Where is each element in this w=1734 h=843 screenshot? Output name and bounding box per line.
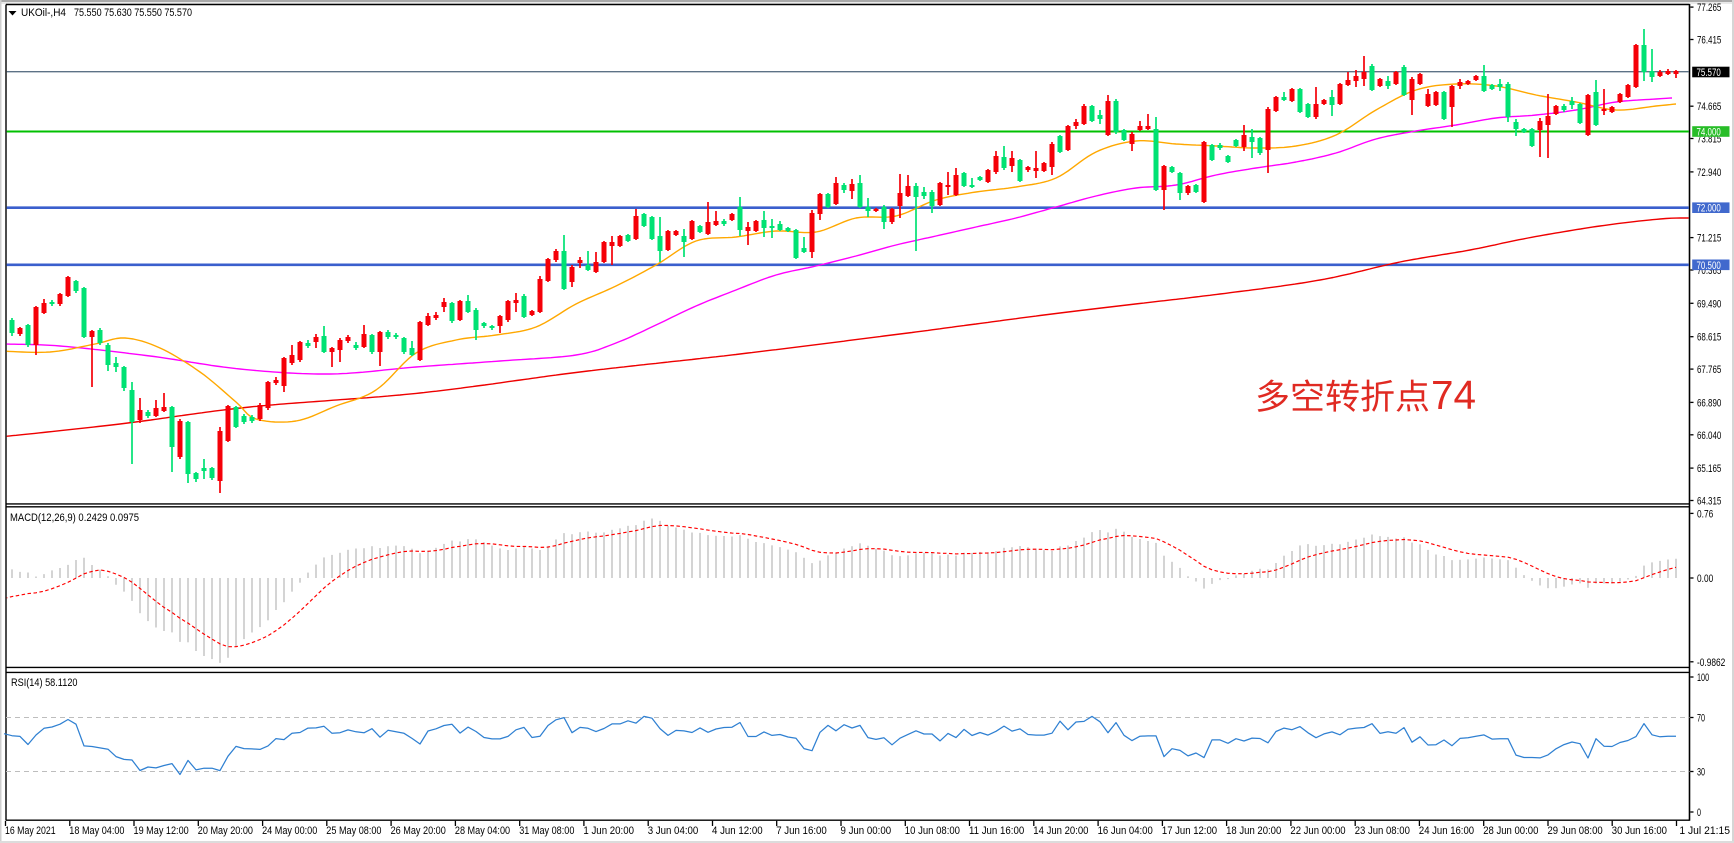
svg-text:24 Jun 16:00: 24 Jun 16:00 [1419, 825, 1474, 837]
svg-text:UKOil-,H4: UKOil-,H4 [21, 7, 66, 19]
svg-text:22 Jun 00:00: 22 Jun 00:00 [1290, 825, 1345, 837]
svg-text:74: 74 [1431, 372, 1476, 418]
svg-text:67.765: 67.765 [1697, 364, 1721, 376]
svg-text:30: 30 [1697, 767, 1705, 779]
svg-text:75.550 75.630 75.550 75.570: 75.550 75.630 75.550 75.570 [74, 7, 192, 19]
svg-text:24 May 00:00: 24 May 00:00 [262, 825, 317, 837]
svg-text:16 Jun 04:00: 16 Jun 04:00 [1098, 825, 1153, 837]
svg-text:10 Jun 08:00: 10 Jun 08:00 [905, 825, 960, 837]
svg-text:64.315: 64.315 [1697, 496, 1721, 508]
svg-text:-0.9862: -0.9862 [1697, 657, 1725, 669]
svg-text:7 Jun 16:00: 7 Jun 16:00 [776, 825, 827, 837]
svg-text:0.76: 0.76 [1697, 508, 1713, 520]
svg-text:74.665: 74.665 [1697, 101, 1721, 113]
svg-text:77.265: 77.265 [1697, 2, 1721, 14]
svg-text:20 May 20:00: 20 May 20:00 [198, 825, 253, 837]
svg-text:76.415: 76.415 [1697, 35, 1721, 47]
svg-text:14 Jun 20:00: 14 Jun 20:00 [1033, 825, 1088, 837]
svg-text:31 May 08:00: 31 May 08:00 [519, 825, 574, 837]
svg-text:72.940: 72.940 [1697, 167, 1721, 179]
svg-text:0.00: 0.00 [1697, 573, 1713, 585]
svg-text:100: 100 [1697, 672, 1709, 684]
svg-text:17 Jun 12:00: 17 Jun 12:00 [1162, 825, 1217, 837]
svg-text:16 May 2021: 16 May 2021 [5, 825, 56, 837]
svg-text:0: 0 [1697, 807, 1701, 819]
svg-text:75.570: 75.570 [1697, 67, 1721, 79]
svg-text:MACD(12,26,9) 0.2429 0.0975: MACD(12,26,9) 0.2429 0.0975 [10, 512, 139, 524]
svg-text:RSI(14) 58.1120: RSI(14) 58.1120 [11, 677, 78, 689]
svg-text:11 Jun 16:00: 11 Jun 16:00 [969, 825, 1024, 837]
svg-text:18 May 04:00: 18 May 04:00 [69, 825, 124, 837]
svg-text:18 Jun 20:00: 18 Jun 20:00 [1226, 825, 1281, 837]
svg-text:74.000: 74.000 [1697, 127, 1721, 139]
svg-text:69.490: 69.490 [1697, 298, 1721, 310]
svg-text:28 Jun 00:00: 28 Jun 00:00 [1483, 825, 1538, 837]
svg-text:28 May 04:00: 28 May 04:00 [455, 825, 510, 837]
svg-text:30 Jun 16:00: 30 Jun 16:00 [1612, 825, 1667, 837]
svg-text:29 Jun 08:00: 29 Jun 08:00 [1548, 825, 1603, 837]
svg-text:66.890: 66.890 [1697, 397, 1721, 409]
svg-text:19 May 12:00: 19 May 12:00 [134, 825, 189, 837]
svg-text:9 Jun 00:00: 9 Jun 00:00 [841, 825, 892, 837]
svg-text:25 May 08:00: 25 May 08:00 [326, 825, 381, 837]
svg-text:1 Jun 20:00: 1 Jun 20:00 [583, 825, 634, 837]
svg-text:70.500: 70.500 [1697, 260, 1721, 272]
svg-text:68.615: 68.615 [1697, 332, 1721, 344]
svg-text:65.165: 65.165 [1697, 463, 1721, 475]
svg-text:3 Jun 04:00: 3 Jun 04:00 [648, 825, 699, 837]
svg-text:23 Jun 08:00: 23 Jun 08:00 [1355, 825, 1410, 837]
svg-text:4 Jun 12:00: 4 Jun 12:00 [712, 825, 763, 837]
svg-text:71.215: 71.215 [1697, 233, 1721, 245]
svg-text:72.000: 72.000 [1697, 203, 1721, 215]
svg-text:66.040: 66.040 [1697, 430, 1721, 442]
svg-text:70: 70 [1697, 713, 1705, 725]
svg-text:26 May 20:00: 26 May 20:00 [391, 825, 446, 837]
svg-text:1 Jul 21:15: 1 Jul 21:15 [1679, 825, 1730, 837]
